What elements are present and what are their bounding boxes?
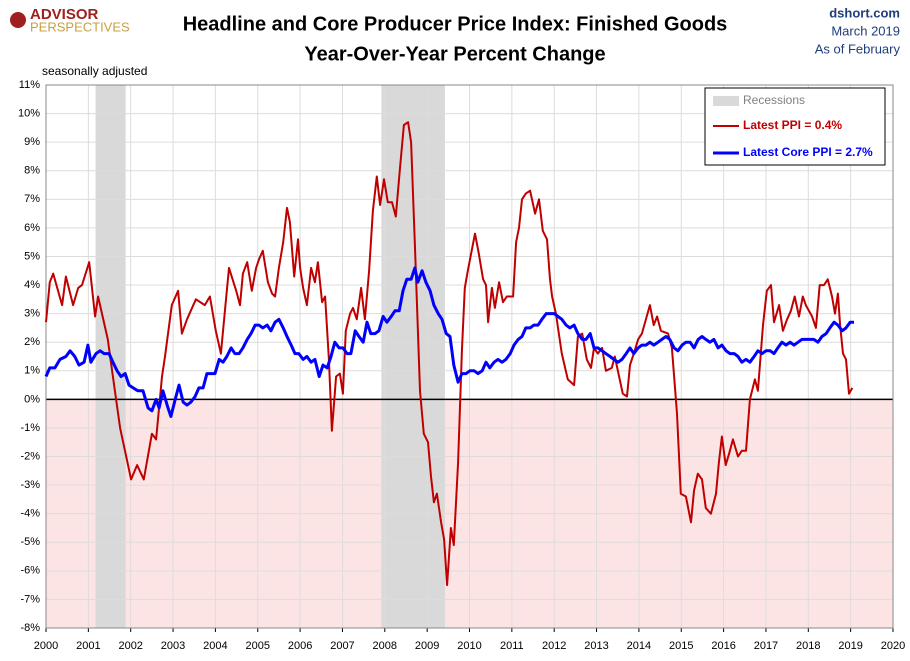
y-tick-label: 5% (24, 250, 40, 262)
x-tick-label: 2000 (34, 640, 58, 652)
x-tick-label: 2020 (881, 640, 905, 652)
note: seasonally adjusted (42, 64, 147, 78)
chart-title: Headline and Core Producer Price Index: … (183, 13, 728, 35)
y-tick-label: -4% (20, 508, 40, 520)
x-tick-label: 2006 (288, 640, 312, 652)
x-tick-label: 2012 (542, 640, 566, 652)
y-tick-label: 9% (24, 136, 40, 148)
y-tick-label: -2% (20, 450, 40, 462)
x-tick-label: 2001 (76, 640, 100, 652)
legend-label: Recessions (743, 93, 805, 107)
x-tick-label: 2008 (373, 640, 397, 652)
x-tick-label: 2010 (457, 640, 481, 652)
y-tick-label: -3% (20, 479, 40, 491)
source: March 2019 (831, 23, 900, 38)
logo-text: ADVISOR (30, 6, 99, 23)
y-tick-label: 10% (18, 107, 40, 119)
legend-swatch (713, 96, 739, 106)
plot-frame (45, 84, 894, 629)
y-tick-label: 7% (24, 193, 40, 205)
y-tick-label: -7% (20, 593, 40, 605)
series-line (44, 266, 854, 418)
chart-subtitle: Year-Over-Year Percent Change (304, 43, 605, 65)
x-tick-label: 2016 (711, 640, 735, 652)
x-tick-label: 2015 (669, 640, 693, 652)
y-tick-label: -5% (20, 536, 40, 548)
logo-text: PERSPECTIVES (30, 19, 130, 34)
y-tick-label: 11% (19, 79, 40, 91)
x-tick-label: 2007 (330, 640, 354, 652)
x-tick-label: 2018 (796, 640, 820, 652)
y-tick-label: -6% (20, 565, 40, 577)
source: As of February (815, 41, 901, 56)
x-tick-label: 2014 (627, 640, 651, 652)
x-tick-label: 2009 (415, 640, 439, 652)
y-tick-label: 3% (24, 308, 40, 320)
legend-label: Latest PPI = 0.4% (743, 118, 842, 132)
source: dshort.com (829, 5, 900, 20)
y-tick-label: 8% (24, 165, 40, 177)
y-tick-label: -1% (20, 422, 40, 434)
x-tick-label: 2013 (584, 640, 608, 652)
legend-label: Latest Core PPI = 2.7% (743, 145, 873, 159)
x-tick-label: 2019 (838, 640, 862, 652)
y-tick-label: 0% (24, 393, 40, 405)
y-tick-label: 6% (24, 222, 40, 234)
y-tick-label: 4% (24, 279, 40, 291)
x-tick-label: 2002 (118, 640, 142, 652)
recession-band (381, 85, 445, 628)
y-tick-label: 2% (24, 336, 40, 348)
y-tick-label: 1% (24, 365, 40, 377)
x-tick-label: 2017 (754, 640, 778, 652)
x-tick-label: 2003 (161, 640, 185, 652)
x-tick-label: 2005 (246, 640, 270, 652)
y-tick-label: -8% (20, 622, 40, 634)
logo-icon (10, 12, 26, 28)
series-line (45, 121, 854, 587)
x-tick-label: 2004 (203, 640, 227, 652)
x-tick-label: 2011 (500, 640, 524, 652)
